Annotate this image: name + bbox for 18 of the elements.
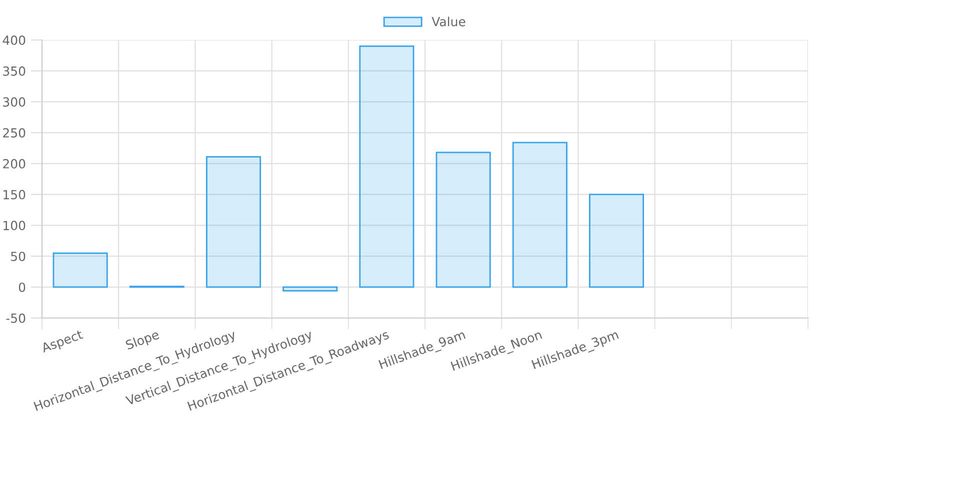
bar	[436, 152, 491, 288]
y-tick-label: 200	[3, 159, 26, 168]
y-tick-label: 100	[4, 220, 26, 230]
y-tick-label: 50	[11, 252, 26, 262]
y-tick-label: 0	[18, 282, 26, 292]
bar	[206, 156, 262, 288]
bar	[588, 194, 644, 288]
bar	[359, 45, 414, 288]
y-tick-label: -50	[6, 313, 26, 323]
y-tick-label: 250	[3, 128, 26, 138]
y-tick-label: 400	[2, 35, 26, 45]
y-tick-label: 150	[4, 190, 26, 200]
y-tick-label: 300	[3, 97, 26, 107]
legend-label: Value	[432, 16, 466, 26]
bar	[512, 142, 568, 288]
bar	[282, 286, 338, 292]
y-tick-label: 350	[3, 66, 26, 76]
bar	[52, 252, 108, 288]
